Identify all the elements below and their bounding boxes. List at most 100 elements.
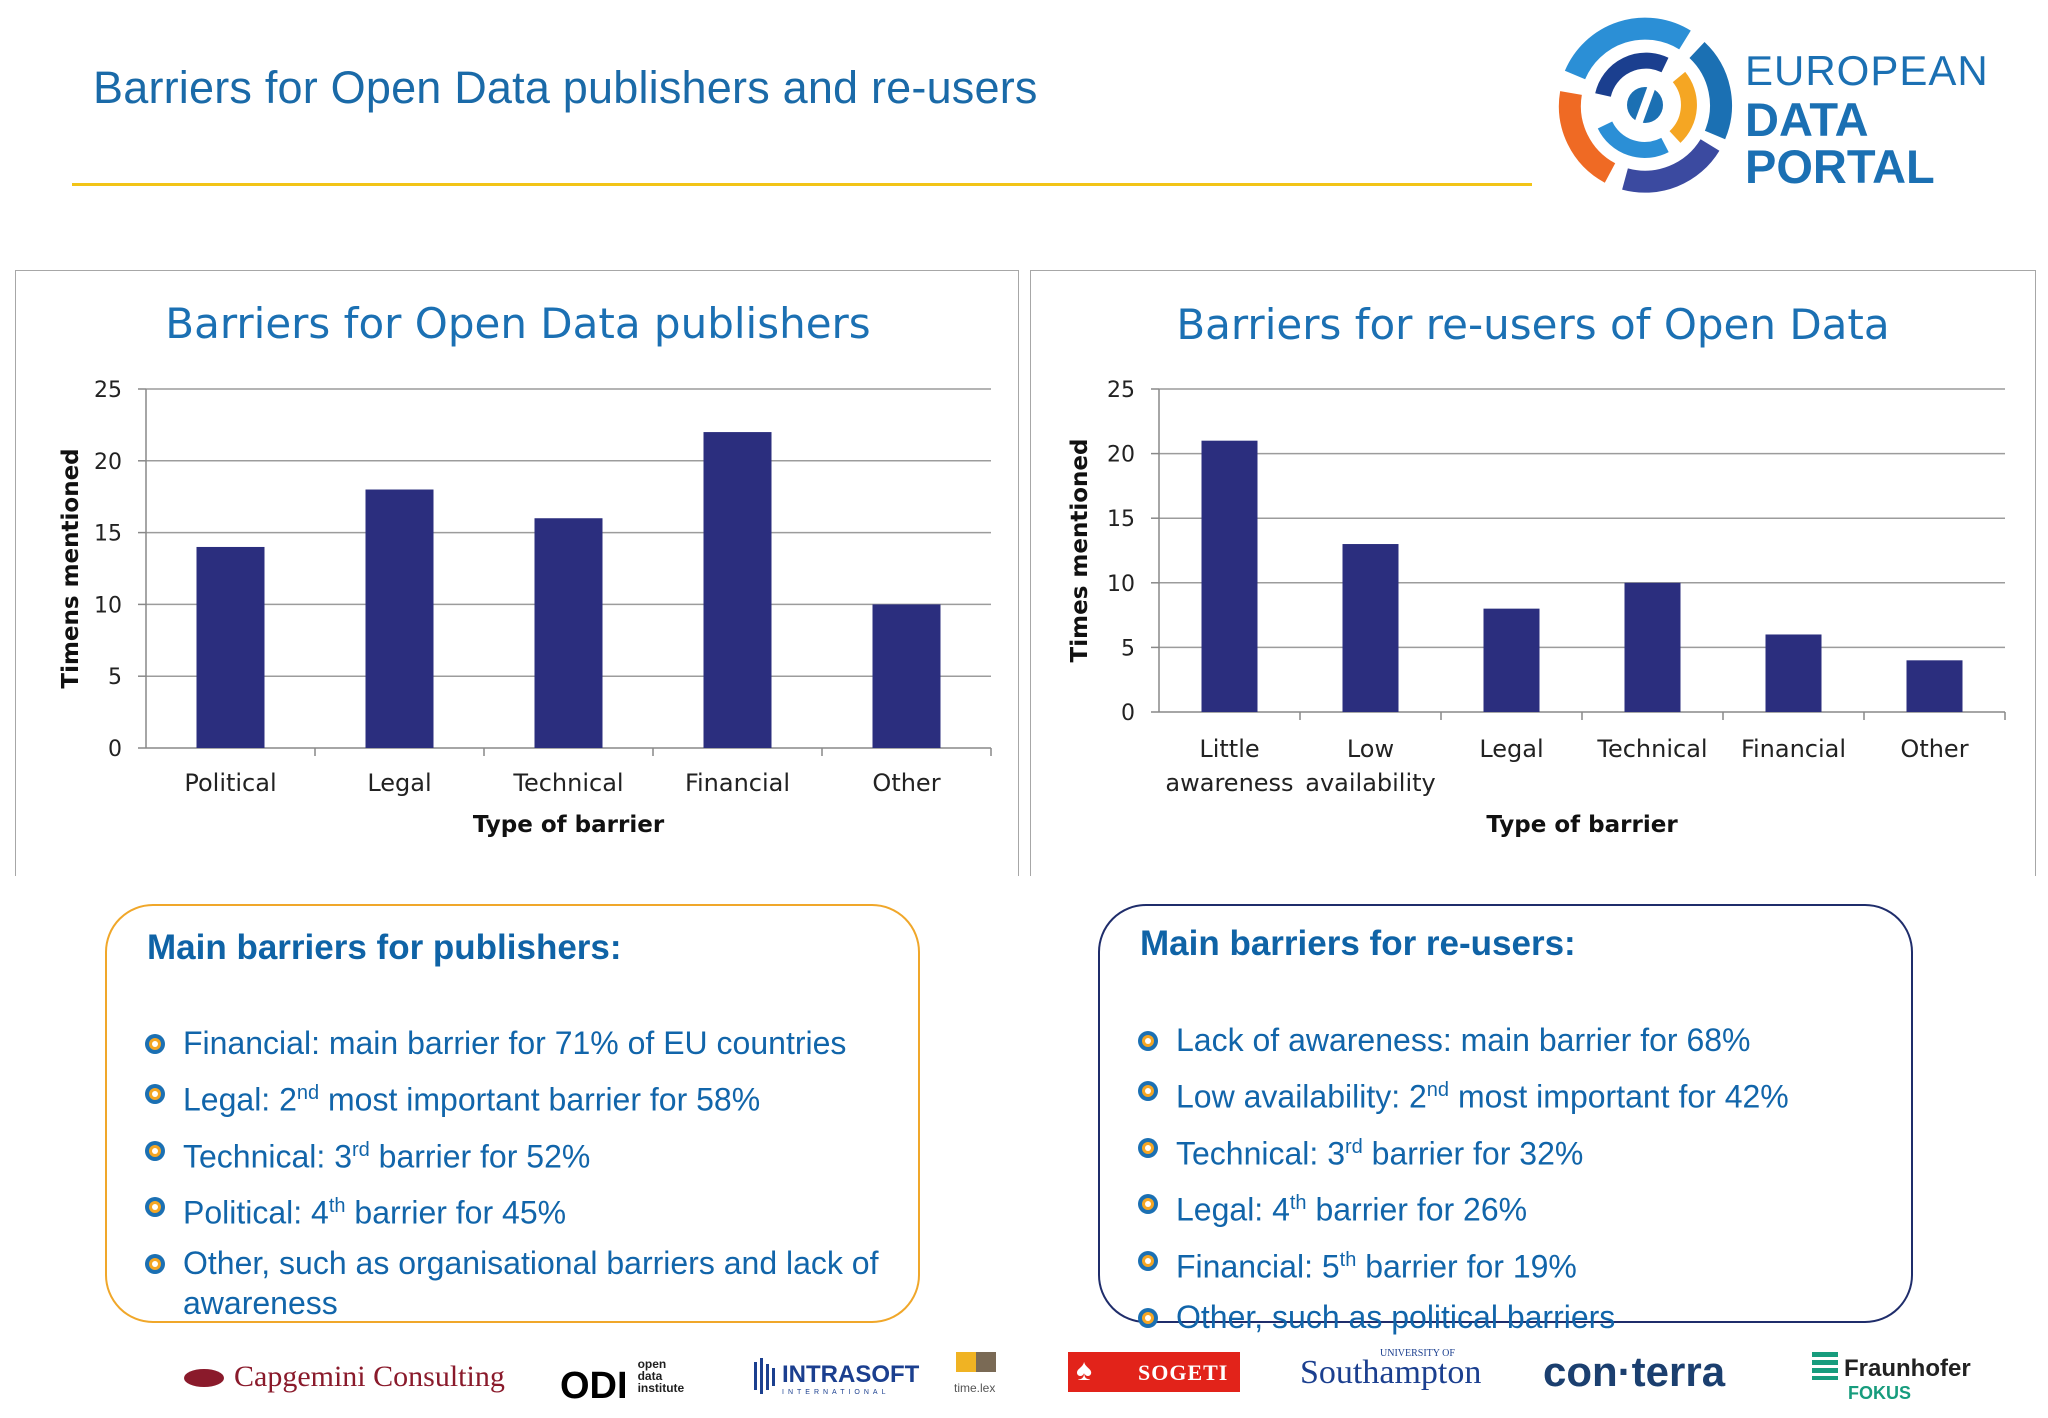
x-category-label: Technical <box>1596 735 1707 763</box>
timelex-text: time.lex <box>954 1381 996 1395</box>
conterra-text: con·terra <box>1543 1348 1726 1395</box>
x-category-label: Little <box>1199 735 1259 763</box>
y-tick-label: 10 <box>94 593 122 618</box>
chart-title: Barriers for Open Data publishers <box>165 299 870 348</box>
item-text: Legal: 2 <box>183 1081 297 1118</box>
x-category-label: Legal <box>1479 735 1543 763</box>
timelex-logo: time.lex <box>954 1350 998 1395</box>
y-axis-title: Timens mentioned <box>58 448 84 688</box>
fraunhofer-logo: Fraunhofer FOKUS <box>1812 1350 1971 1404</box>
bar <box>1201 440 1258 712</box>
sogeti-text: SOGETI <box>1138 1360 1229 1385</box>
reusers-chart-panel: Barriers for re-users of Open Data 0 5 10 15… <box>1030 270 2036 876</box>
barrier-list-item: Other, such as organisational barriers a… <box>143 1243 903 1323</box>
y-tick-label: 0 <box>108 737 122 762</box>
bar <box>1765 634 1822 712</box>
publishers-barrier-list: Financial: main barrier for 71% of EU co… <box>143 1023 903 1333</box>
y-tick-label: 10 <box>1107 572 1135 597</box>
item-text: Other, such as organisational barriers a… <box>183 1244 879 1321</box>
item-ordinal-suffix: th <box>328 1195 346 1218</box>
barrier-list-item: Financial: 5th barrier for 19% <box>1136 1240 1896 1287</box>
x-axis-title: Type of barrier <box>1486 812 1678 838</box>
odi-mark: ODI <box>560 1365 628 1407</box>
bullet-icon <box>145 1084 165 1104</box>
item-text: Financial: 5 <box>1176 1248 1340 1285</box>
european-data-portal-logo: EUROPEAN DATA PORTAL <box>1540 8 2040 198</box>
bar <box>1624 582 1681 712</box>
item-text-rest: barrier for 26% <box>1306 1191 1528 1228</box>
reusers-box-heading: Main barriers for re-users: <box>1140 924 1576 963</box>
barrier-list-item: Technical: 3rd barrier for 32% <box>1136 1127 1896 1174</box>
intrasoft-bars-icon <box>754 1358 775 1394</box>
publishers-chart-panel: Barriers for Open Data publishers 0 5 10 15 2… <box>15 270 1019 876</box>
barrier-list-item: Technical: 3rd barrier for 52% <box>143 1130 903 1177</box>
bullet-icon <box>1138 1081 1158 1101</box>
bullet-icon <box>145 1140 165 1161</box>
y-tick-label: 0 <box>1121 701 1135 726</box>
x-category-label: Technical <box>512 769 623 797</box>
x-category-label: availability <box>1305 769 1436 797</box>
odi-logo: ODI open data institute <box>560 1358 684 1408</box>
bar <box>196 546 265 748</box>
item-text-rest: barrier for 52% <box>369 1138 591 1175</box>
capgemini-text: Capgemini Consulting <box>234 1360 505 1393</box>
y-tick-label: 15 <box>94 522 122 547</box>
reusers-summary-box: Main barriers for re-users: Lack of awar… <box>1098 904 1913 1335</box>
southampton-logo: UNIVERSITY OF Southampton <box>1300 1348 1482 1392</box>
x-axis-title: Type of barrier <box>473 812 665 838</box>
item-text-rest: most important for 42% <box>1449 1078 1789 1115</box>
y-tick-label: 25 <box>94 378 122 403</box>
x-category-label: Low <box>1347 735 1394 763</box>
intrasoft-text: INTRASOFT <box>782 1361 920 1388</box>
timelex-squares-icon <box>956 1352 996 1372</box>
item-text: Lack of awareness: main barrier for 68% <box>1176 1022 1751 1058</box>
item-text: Technical: 3 <box>1176 1135 1345 1172</box>
publishers-bar-chart: Barriers for Open Data publishers 0 5 10 15 2… <box>58 299 992 838</box>
bullet-icon <box>1138 1031 1158 1051</box>
sogeti-logo: ♠ SOGETI <box>1068 1352 1240 1392</box>
logo-line-european: EUROPEAN <box>1745 47 1989 94</box>
y-axis-title: Times mentioned <box>1067 439 1093 663</box>
x-category-label: Political <box>184 769 276 797</box>
item-text: Legal: 4 <box>1176 1191 1290 1228</box>
y-tick-label: 15 <box>1107 507 1135 532</box>
bar <box>1906 660 1963 712</box>
portal-ring-icon <box>1558 17 1732 193</box>
item-text: Financial: main barrier for 71% of EU co… <box>183 1025 847 1061</box>
odi-text-1: open <box>637 1357 667 1371</box>
reusers-bar-chart: Barriers for re-users of Open Data 0 5 10 15… <box>1067 300 2006 838</box>
intrasoft-logo: INTRASOFT INTERNATIONAL <box>752 1356 919 1396</box>
bar <box>534 518 603 748</box>
item-ordinal-suffix: th <box>1339 1248 1357 1271</box>
capgemini-spade-icon <box>184 1369 224 1387</box>
fraunhofer-stripes-icon <box>1812 1352 1838 1380</box>
chart-title: Barriers for re-users of Open Data <box>1176 300 1889 349</box>
sogeti-spade-icon: ♠ <box>1076 1354 1092 1387</box>
barrier-list-item: Legal: 4th barrier for 26% <box>1136 1183 1896 1230</box>
barrier-list-item: Political: 4th barrier for 45% <box>143 1186 903 1233</box>
slide-title: Barriers for Open Data publishers and re… <box>93 62 1038 113</box>
logo-line-data-portal: DATA PORTAL <box>1745 93 1935 193</box>
odi-text-3: institute <box>637 1381 685 1395</box>
item-ordinal-suffix: rd <box>351 1138 370 1161</box>
y-tick-label: 5 <box>108 665 122 690</box>
item-text: Political: 4 <box>183 1194 329 1231</box>
x-category-label: awareness <box>1165 769 1293 797</box>
bullet-icon <box>145 1253 165 1274</box>
southampton-text: Southampton <box>1300 1354 1482 1391</box>
item-ordinal-suffix: nd <box>1426 1079 1450 1101</box>
barrier-list-item: Financial: main barrier for 71% of EU co… <box>143 1023 903 1063</box>
item-text: Low availability: 2 <box>1176 1078 1427 1115</box>
item-ordinal-suffix: th <box>1289 1192 1307 1215</box>
odi-text-2: data <box>637 1369 663 1383</box>
item-text-rest: barrier for 45% <box>345 1194 567 1231</box>
fokus-text: FOKUS <box>1848 1383 1911 1403</box>
y-tick-label: 20 <box>1107 443 1135 468</box>
bar <box>1342 544 1399 712</box>
item-text-rest: barrier for 32% <box>1362 1135 1584 1172</box>
x-category-label: Financial <box>1741 735 1846 763</box>
publishers-box-heading: Main barriers for publishers: <box>147 928 622 967</box>
bullet-icon <box>145 1197 165 1218</box>
capgemini-logo: Capgemini Consulting <box>182 1360 505 1394</box>
southampton-small-text: UNIVERSITY OF <box>1380 1348 1455 1359</box>
